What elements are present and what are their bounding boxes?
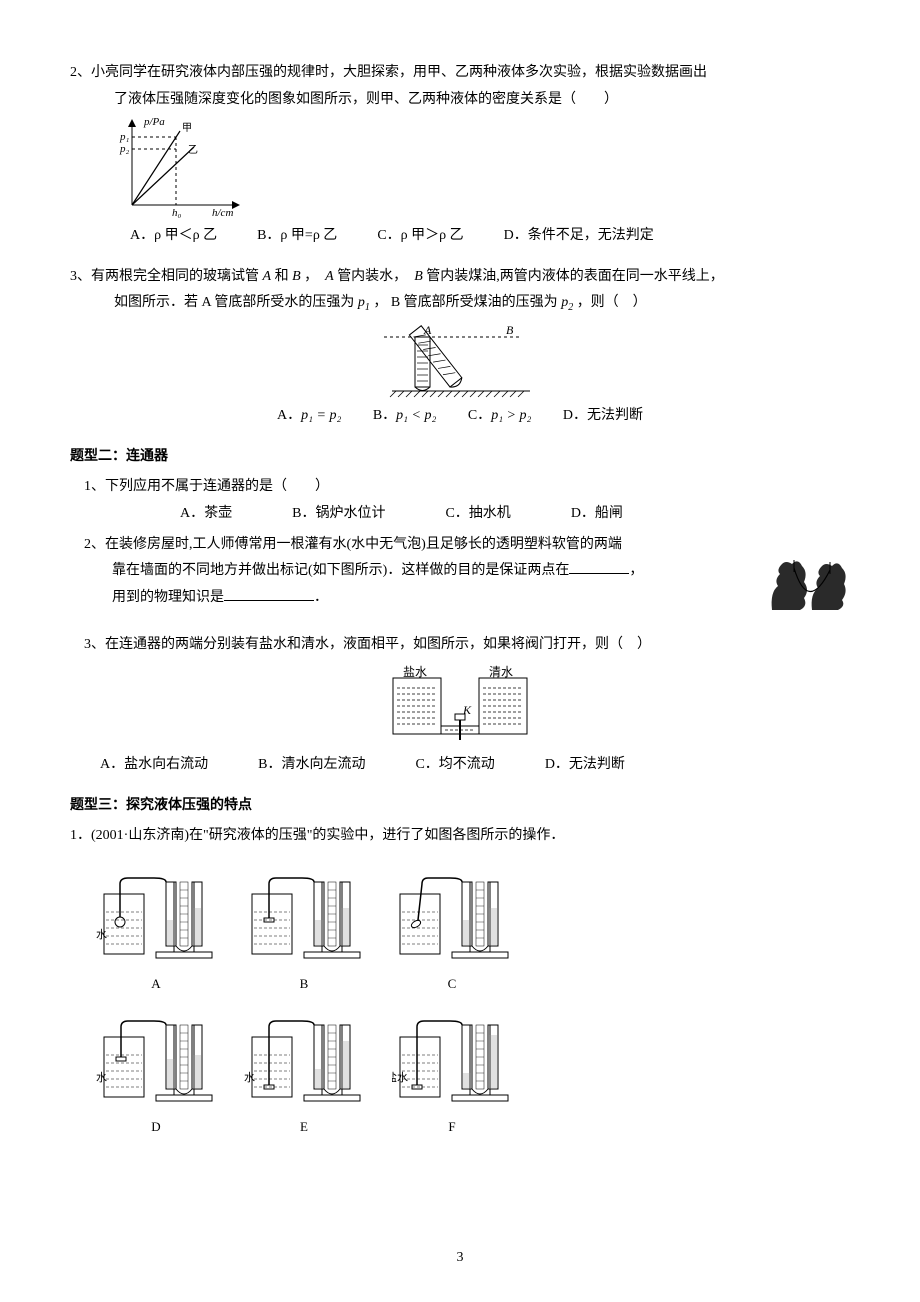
tube-b-label: B — [506, 323, 514, 337]
sec2-q3: 3、在连通器的两端分别装有盐水和清水，液面相平，如图所示，如果将阀门打开，则（ … — [70, 632, 850, 779]
apparatus-row-1: 水 A — [96, 864, 850, 997]
sec2-q2: 2、在装修房屋时,工人师傅常用一根灌有水(水中无气泡)且足够长的透明塑料软管的两… — [70, 532, 850, 618]
chart-ylabel: p/Pa — [143, 116, 165, 128]
s2q1-c[interactable]: C．抽水机 — [445, 501, 510, 528]
s2q3-figure: 盐水 清水 K — [70, 664, 850, 750]
q2-options: A．ρ 甲＜ρ 乙 B．ρ 甲=ρ 乙 C．ρ 甲＞ρ 乙 D．条件不足，无法判… — [70, 223, 850, 250]
s2q3-num: 3、 — [84, 637, 105, 652]
s2q2-t1: 在装修房屋时,工人师傅常用一根灌有水(水中无气泡)且足够长的透明塑料软管的两端 — [105, 537, 622, 552]
fig-a: 水 A — [96, 864, 216, 997]
fig-c: C — [392, 864, 512, 997]
svg-text:水: 水 — [96, 1071, 107, 1084]
q2-text1: 小亮同学在研究液体内部压强的规律时，大胆探索，用甲、乙两种液体多次实验，根据实验… — [91, 65, 707, 80]
fig-b: B — [244, 864, 364, 997]
series-yi: 乙 — [188, 144, 198, 156]
blank-2[interactable] — [224, 586, 314, 601]
apparatus-c-svg — [392, 864, 512, 972]
fig-d: 水 D — [96, 1007, 216, 1140]
section-2-title: 题型二：连通器 — [70, 444, 850, 471]
q3-text1: 有两根完全相同的玻璃试管 A 和 B ， A 管内装水， B 管内装煤油,两管内… — [91, 269, 724, 284]
s2q2-t2: 靠在墙面的不同地方并做出标记(如下图所示)．这样做的目的是保证两点在， — [84, 563, 643, 578]
fresh-label: 清水 — [489, 665, 513, 679]
q3-opt-d[interactable]: D．无法判断 — [563, 408, 643, 423]
q2-opt-a[interactable]: A．ρ 甲＜ρ 乙 — [130, 223, 217, 250]
svg-text:水: 水 — [96, 928, 107, 941]
svg-text:h₀: h₀ — [172, 207, 182, 219]
q3-options: A．p₁ = p₂ B．p₁ < p₂ C．p₁ > p₂ D．无法判断 — [70, 403, 850, 430]
apparatus-a-svg: 水 — [96, 864, 216, 972]
s3q1-num: 1． — [70, 828, 91, 843]
fig-b-label: B — [244, 972, 364, 997]
q3-line2: 如图所示．若 A 管底部所受水的压强为 p1 ， B 管底部所受煤油的压强为 p… — [70, 290, 850, 317]
sec2-q1: 1、下列应用不属于连通器的是（ ） A．茶壶 B．锅炉水位计 C．抽水机 D．船… — [70, 474, 850, 527]
s2q3-a[interactable]: A．盐水向右流动 — [100, 752, 208, 779]
s3q1-src: (2001·山东济南) — [91, 828, 189, 843]
page-number: 3 — [0, 1245, 920, 1272]
valve-label: K — [462, 703, 472, 717]
fig-d-label: D — [96, 1115, 216, 1140]
chart-xlabel: h/cm — [212, 207, 233, 219]
q3-opt-c[interactable]: C．p₁ > p₂ — [468, 408, 532, 423]
section-3-title: 题型三：探究液体压强的特点 — [70, 793, 850, 820]
q2-line2: 了液体压强随深度变化的图象如图所示，则甲、乙两种液体的密度关系是（ ） — [70, 87, 850, 114]
question-2: 2、小亮同学在研究液体内部压强的规律时，大胆探索，用甲、乙两种液体多次实验，根据… — [70, 60, 850, 250]
s2q1-d[interactable]: D．船闸 — [571, 501, 623, 528]
svg-text:p₂: p₂ — [119, 143, 130, 155]
apparatus-e-svg: 水 — [244, 1007, 364, 1115]
q3-num: 3、 — [70, 269, 91, 284]
q2-chart-wrap: p/Pa 甲 乙 p₁ p₂ h₀ h/cm — [70, 113, 850, 223]
s2q3-options: A．盐水向右流动 B．清水向左流动 C．均不流动 D．无法判断 — [70, 752, 850, 779]
apparatus-row-2: 水 D 水 — [96, 1007, 850, 1140]
s2q2-num: 2、 — [84, 537, 105, 552]
q2-opt-d[interactable]: D．条件不足，无法判定 — [504, 223, 654, 250]
s3q1-text: 在"研究液体的压强"的实验中，进行了如图各图所示的操作． — [189, 828, 564, 843]
s2q1-num: 1、 — [84, 479, 105, 494]
question-3: 3、有两根完全相同的玻璃试管 A 和 B ， A 管内装水， B 管内装煤油,两… — [70, 264, 850, 430]
q3-figure: A B — [70, 323, 850, 401]
s2q3-b[interactable]: B．清水向左流动 — [258, 752, 365, 779]
fig-f: 盐水 F — [392, 1007, 512, 1140]
apparatus-d-svg: 水 — [96, 1007, 216, 1115]
s2q3-text: 在连通器的两端分别装有盐水和清水，液面相平，如图所示，如果将阀门打开，则（ ） — [105, 637, 651, 652]
q2-num: 2、 — [70, 65, 91, 80]
s2q1-text: 下列应用不属于连通器的是（ ） — [105, 479, 329, 494]
fig-e: 水 E — [244, 1007, 364, 1140]
svg-text:盐水: 盐水 — [392, 1071, 408, 1084]
svg-text:p₁: p₁ — [119, 131, 130, 143]
s2q2-t4: 用到的物理知识是． — [84, 590, 328, 605]
s2q3-c[interactable]: C．均不流动 — [415, 752, 494, 779]
pressure-depth-chart: p/Pa 甲 乙 p₁ p₂ h₀ h/cm — [114, 113, 254, 223]
q3-opt-b[interactable]: B．p₁ < p₂ — [373, 408, 437, 423]
q3-line1: 3、有两根完全相同的玻璃试管 A 和 B ， A 管内装水， B 管内装煤油,两… — [70, 264, 850, 291]
svg-text:水: 水 — [244, 1071, 255, 1084]
s2q1-b[interactable]: B．锅炉水位计 — [292, 501, 385, 528]
blank-1[interactable] — [569, 559, 629, 574]
fig-a-label: A — [96, 972, 216, 997]
sec3-q1: 1．(2001·山东济南)在"研究液体的压强"的实验中，进行了如图各图所示的操作… — [70, 823, 850, 850]
fig-e-label: E — [244, 1115, 364, 1140]
series-jia: 甲 — [182, 123, 192, 134]
q3-opt-a[interactable]: A．p₁ = p₂ — [277, 408, 341, 423]
q2-opt-c[interactable]: C．ρ 甲＞ρ 乙 — [377, 223, 463, 250]
apparatus-b-svg — [244, 864, 364, 972]
workers-figure — [764, 532, 850, 618]
fig-c-label: C — [392, 972, 512, 997]
s2q1-a[interactable]: A．茶壶 — [180, 501, 232, 528]
s2q3-d[interactable]: D．无法判断 — [545, 752, 625, 779]
apparatus-f-svg: 盐水 — [392, 1007, 512, 1115]
fig-f-label: F — [392, 1115, 512, 1140]
q2-line1: 2、小亮同学在研究液体内部压强的规律时，大胆探索，用甲、乙两种液体多次实验，根据… — [70, 60, 850, 87]
salt-label: 盐水 — [403, 665, 427, 679]
q2-opt-b[interactable]: B．ρ 甲=ρ 乙 — [257, 223, 337, 250]
